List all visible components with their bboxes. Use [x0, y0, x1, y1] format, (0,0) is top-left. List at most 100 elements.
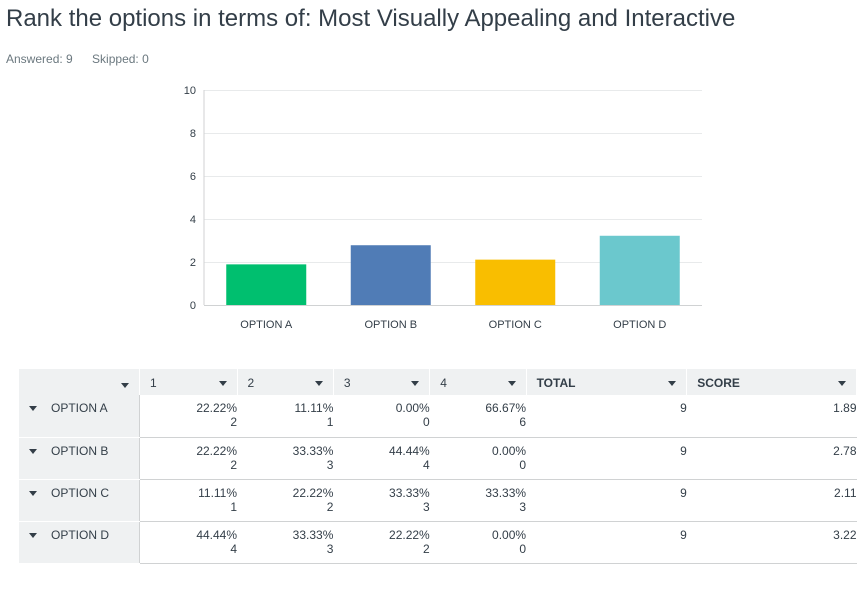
rank-cell: 44.44% 4 — [139, 521, 238, 564]
row-label-option-b[interactable]: OPTION B — [19, 437, 140, 480]
rank-count: 3 — [326, 457, 334, 472]
row-label-text: OPTION D — [51, 527, 110, 542]
bar-option-d[interactable] — [599, 235, 680, 305]
rank-percent: 22.22% — [196, 401, 238, 415]
rank-cell: 33.33% 3 — [429, 479, 527, 522]
column-header-4[interactable]: 4 — [429, 369, 527, 395]
chevron-down-icon[interactable] — [838, 380, 846, 386]
chevron-down-icon[interactable] — [314, 380, 323, 386]
y-tick-label: 0 — [190, 300, 196, 312]
rank-cell: 0.00% 0 — [429, 437, 527, 480]
column-header-score[interactable]: SCORE — [686, 369, 857, 395]
rank-count: 3 — [326, 541, 334, 556]
chevron-down-icon[interactable] — [29, 490, 37, 496]
rank-percent: 33.33% — [389, 485, 430, 500]
table-row: OPTION A 22.22% 2 11.11% 1 0.00% 0 66.67% 6 9 1.89 — [19, 395, 857, 438]
rank-count: 3 — [519, 499, 527, 514]
rank-percent: 11.11% — [294, 401, 334, 415]
chevron-down-icon[interactable] — [668, 380, 677, 386]
chevron-down-icon[interactable] — [411, 380, 420, 386]
rank-cell: 0.00% 0 — [429, 521, 527, 564]
x-tick-label: OPTION D — [613, 319, 666, 331]
row-label-text: OPTION A — [51, 401, 108, 415]
rank-cell: 33.33% 3 — [333, 479, 430, 522]
chevron-down-icon[interactable] — [507, 380, 516, 386]
bar-option-c[interactable] — [475, 259, 556, 305]
rank-cell: 33.33% 3 — [237, 521, 334, 564]
column-header-1[interactable]: 1 — [139, 369, 238, 395]
rank-count: 4 — [230, 541, 238, 556]
y-tick-label: 6 — [190, 171, 196, 183]
bar-option-a[interactable] — [226, 264, 307, 305]
rank-percent: 0.00% — [492, 443, 527, 458]
total-cell: 9 — [526, 437, 687, 480]
chevron-down-icon[interactable] — [29, 448, 37, 454]
x-tick-label: OPTION C — [489, 319, 542, 331]
rank-cell: 22.22% 2 — [333, 521, 430, 564]
table-row: OPTION C 11.11% 1 22.22% 2 33.33% 3 33.33% 3 9 2.1… — [19, 479, 857, 522]
y-tick-label: 4 — [190, 214, 196, 226]
column-header-3[interactable]: 3 — [333, 369, 431, 395]
rank-cell: 44.44% 4 — [333, 437, 430, 480]
rank-percent: 44.44% — [389, 443, 430, 458]
rank-count: 2 — [326, 499, 334, 514]
rank-count: 1 — [230, 499, 238, 514]
rank-count: 3 — [423, 499, 430, 514]
column-header-2[interactable]: 2 — [237, 369, 334, 395]
y-tick-label: 8 — [190, 128, 196, 140]
total-cell: 9 — [526, 395, 687, 438]
answered-count: Answered: 9 — [6, 52, 73, 66]
table-header-row: 1 2 3 4 TOTAL SCORE — [19, 369, 857, 395]
chevron-down-icon[interactable] — [121, 382, 129, 388]
rank-count: 2 — [423, 541, 430, 556]
page-title: Rank the options in terms of: Most Visua… — [6, 5, 736, 32]
row-label-option-a[interactable]: OPTION A — [19, 395, 140, 438]
column-header-total[interactable]: TOTAL — [526, 369, 688, 395]
total-cell: 9 — [526, 521, 687, 564]
total-cell: 9 — [526, 479, 687, 522]
chevron-down-icon[interactable] — [218, 380, 227, 386]
x-tick-label: OPTION A — [240, 319, 293, 331]
rank-percent: 44.44% — [196, 527, 238, 542]
row-label-option-d[interactable]: OPTION D — [19, 521, 140, 564]
rank-percent: 33.33% — [485, 485, 527, 500]
score-cell: 2.78 — [686, 437, 857, 480]
results-table: 1 2 3 4 TOTAL SCORE — [19, 369, 857, 564]
bar-option-b[interactable] — [350, 245, 431, 305]
rank-count: 0 — [519, 457, 527, 472]
rank-cell: 22.22% 2 — [139, 437, 238, 480]
rank-cell: 11.11% 1 — [139, 479, 238, 522]
rank-cell: 22.22% 2 — [139, 395, 238, 438]
row-label-header[interactable] — [19, 369, 140, 395]
y-axis-ticks: 0 2 4 6 8 10 — [184, 85, 196, 312]
rank-percent: 11.11% — [198, 485, 238, 500]
rank-percent: 33.33% — [292, 527, 334, 542]
rank-count: 6 — [519, 415, 527, 429]
rank-percent: 66.67% — [485, 401, 527, 415]
chevron-down-icon[interactable] — [29, 532, 37, 538]
rank-cell: 11.11% 1 — [237, 395, 334, 438]
bar-chart: 0 2 4 6 8 10 OPTION A OPTION B OPTION C OPTION D — [184, 85, 702, 331]
rank-cell: 66.67% 6 — [429, 395, 527, 438]
skipped-count: Skipped: 0 — [92, 52, 149, 66]
response-summary: Answered: 9 Skipped: 0 — [6, 52, 165, 66]
rank-cell: 22.22% 2 — [237, 479, 334, 522]
row-label-option-c[interactable]: OPTION C — [19, 479, 140, 522]
y-tick-label: 2 — [190, 257, 196, 269]
score-cell: 3.22 — [686, 521, 857, 564]
rank-count: 2 — [230, 457, 238, 472]
score-cell: 1.89 — [686, 395, 857, 438]
rank-percent: 0.00% — [395, 401, 430, 415]
rank-cell: 33.33% 3 — [237, 437, 334, 480]
y-tick-label: 10 — [184, 85, 196, 97]
rank-percent: 22.22% — [196, 443, 238, 458]
x-tick-label: OPTION B — [364, 319, 417, 331]
chevron-down-icon[interactable] — [29, 406, 37, 412]
rank-count: 2 — [230, 415, 238, 429]
table-row: OPTION D 44.44% 4 33.33% 3 22.22% 2 0.00% 0 9 3.22 — [19, 521, 857, 564]
rank-cell: 0.00% 0 — [333, 395, 430, 438]
rank-percent: 22.22% — [292, 485, 334, 500]
table-row: OPTION B 22.22% 2 33.33% 3 44.44% 4 0.00% 0 9 2.78 — [19, 437, 857, 480]
row-label-text: OPTION B — [51, 443, 109, 458]
x-axis-labels: OPTION A OPTION B OPTION C OPTION D — [240, 319, 666, 331]
